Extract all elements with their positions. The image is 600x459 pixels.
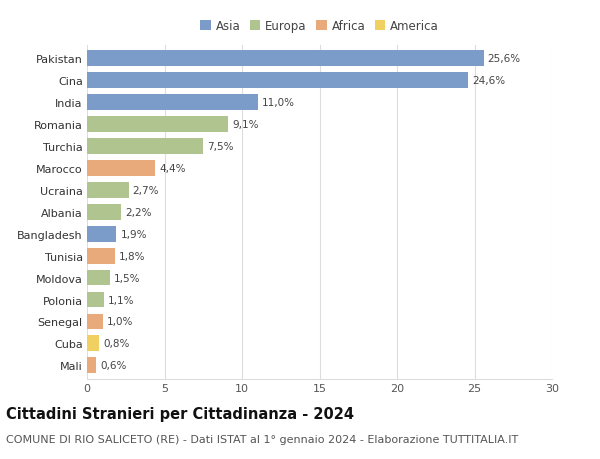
Bar: [87, 183, 129, 198]
Text: 0,8%: 0,8%: [103, 339, 130, 349]
Bar: [87, 117, 228, 133]
Bar: [87, 270, 110, 286]
Text: 11,0%: 11,0%: [262, 98, 295, 108]
Text: 0,6%: 0,6%: [100, 361, 127, 370]
Text: 1,0%: 1,0%: [106, 317, 133, 327]
Text: 7,5%: 7,5%: [207, 142, 233, 151]
Text: 1,1%: 1,1%: [108, 295, 134, 305]
Text: 24,6%: 24,6%: [472, 76, 505, 86]
Bar: [87, 204, 121, 220]
Bar: [87, 248, 115, 264]
Text: 2,7%: 2,7%: [133, 185, 159, 196]
Bar: [87, 161, 155, 176]
Bar: [87, 336, 100, 352]
Bar: [87, 226, 116, 242]
Bar: [87, 51, 484, 67]
Text: Cittadini Stranieri per Cittadinanza - 2024: Cittadini Stranieri per Cittadinanza - 2…: [6, 406, 354, 421]
Bar: [87, 139, 203, 155]
Text: COMUNE DI RIO SALICETO (RE) - Dati ISTAT al 1° gennaio 2024 - Elaborazione TUTTI: COMUNE DI RIO SALICETO (RE) - Dati ISTAT…: [6, 434, 518, 444]
Text: 1,9%: 1,9%: [121, 229, 147, 239]
Text: 25,6%: 25,6%: [488, 54, 521, 64]
Text: 1,5%: 1,5%: [114, 273, 140, 283]
Bar: [87, 292, 104, 308]
Text: 4,4%: 4,4%: [159, 163, 185, 174]
Bar: [87, 73, 469, 89]
Text: 2,2%: 2,2%: [125, 207, 151, 217]
Text: 1,8%: 1,8%: [119, 251, 145, 261]
Bar: [87, 95, 257, 111]
Bar: [87, 358, 96, 374]
Legend: Asia, Europa, Africa, America: Asia, Europa, Africa, America: [196, 15, 443, 38]
Text: 9,1%: 9,1%: [232, 120, 259, 130]
Bar: [87, 314, 103, 330]
